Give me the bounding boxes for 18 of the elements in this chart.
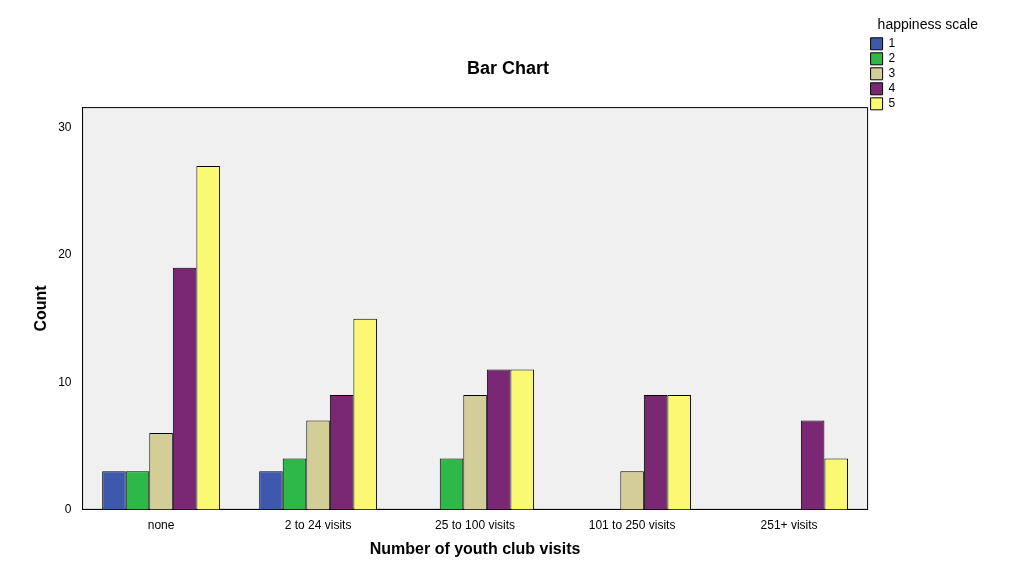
y-axis-title: Count — [32, 284, 50, 332]
y-tick-label: 0 — [64, 501, 72, 516]
legend-label: 5 — [888, 96, 896, 111]
legend-title: happiness scale — [877, 15, 979, 32]
x-axis-title: Number of youth club visits — [369, 539, 581, 557]
y-tick-label: 30 — [58, 120, 72, 135]
legend-label: 2 — [888, 51, 896, 66]
y-tick-label: 10 — [58, 374, 72, 389]
x-tick-label: 2 to 24 visits — [284, 517, 352, 532]
x-tick-label: 101 to 250 visits — [588, 517, 676, 532]
x-tick-label: 251+ visits — [760, 517, 818, 532]
y-tick-label: 20 — [58, 247, 72, 262]
x-tick-label: none — [147, 517, 175, 532]
legend-label: 1 — [888, 36, 896, 51]
legend-label: 3 — [888, 66, 896, 81]
chart-title: Bar Chart — [466, 57, 550, 78]
legend-label: 4 — [888, 81, 896, 96]
x-tick-label: 25 to 100 visits — [435, 517, 516, 532]
